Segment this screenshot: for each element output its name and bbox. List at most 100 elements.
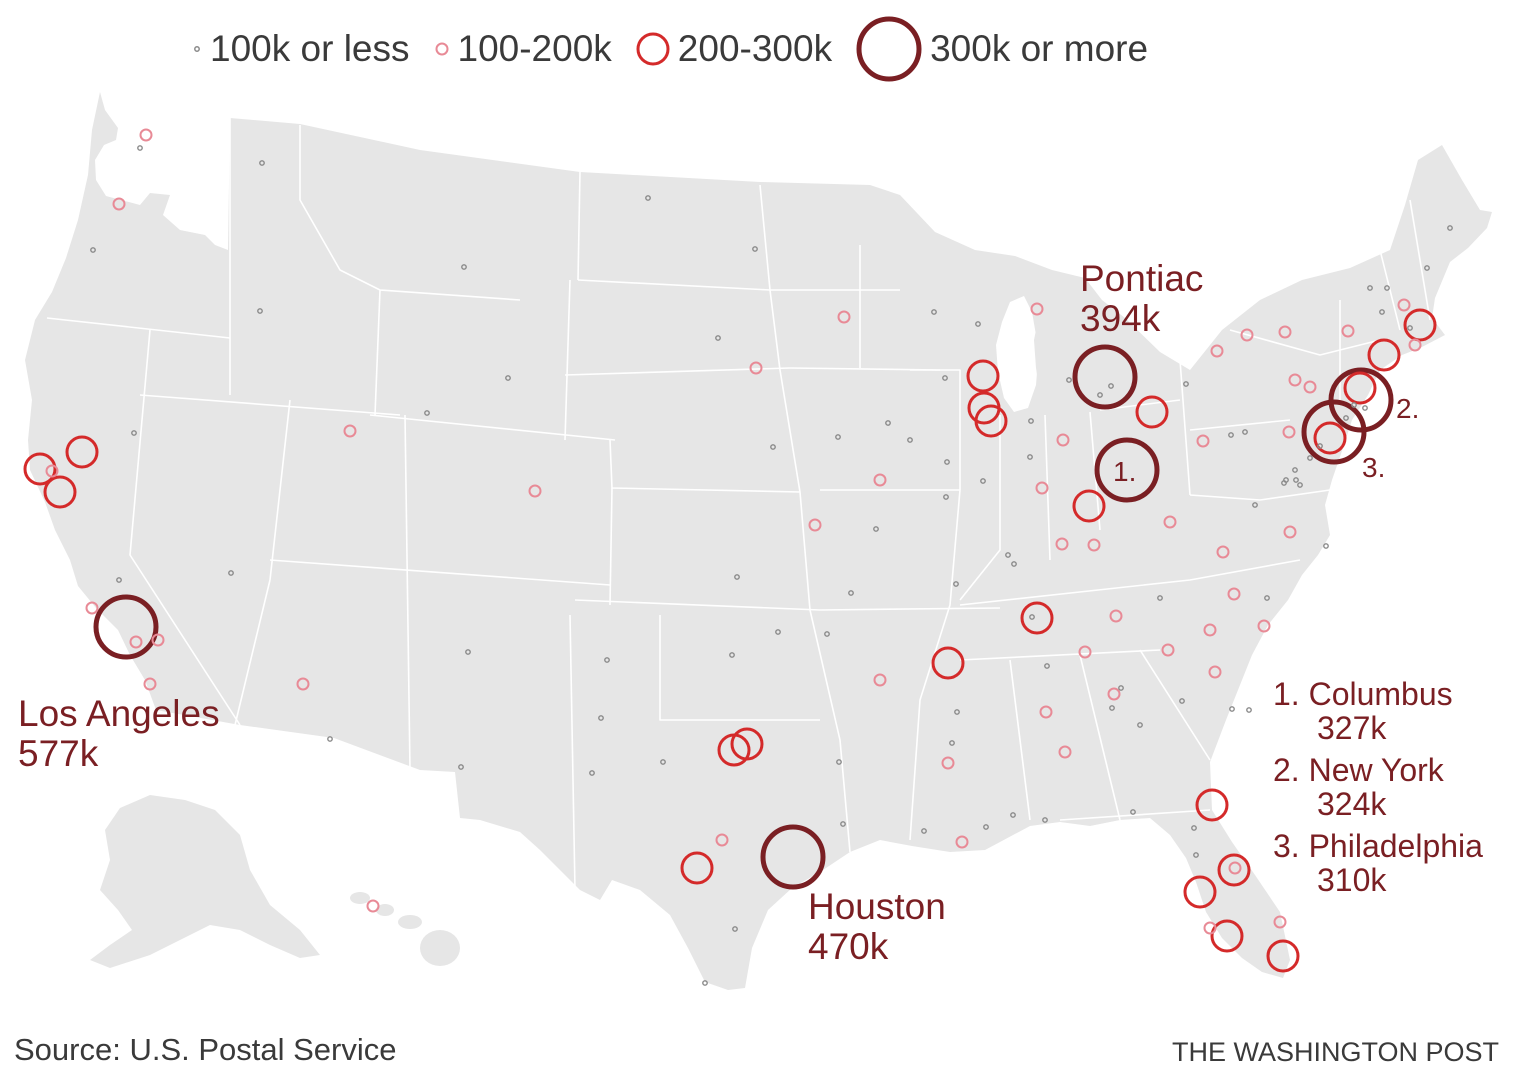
facility-marker-small [45,464,59,478]
los-angeles-name: Los Angeles [18,693,220,734]
facility-marker-small [1228,861,1242,875]
facility-marker-small [1341,324,1355,338]
facility-marker-tiny [770,444,776,450]
facility-markers [23,128,1453,986]
facility-marker-tiny [835,434,841,440]
facility-marker-tiny [1044,663,1050,669]
facility-marker-medium [1183,875,1217,909]
facility-marker-tiny [954,709,960,715]
facility-marker-tiny [907,437,913,443]
facility-marker-large [1072,344,1138,410]
facility-marker-medium [680,851,714,885]
legend-label-large: 300k or more [930,28,1149,69]
facility-marker-tiny [734,574,740,580]
facility-marker-tiny [1343,415,1349,421]
facility-marker-tiny [1157,595,1163,601]
facility-marker-small [1282,425,1296,439]
facility-marker-tiny [1367,285,1373,291]
facility-marker-medium [1217,853,1251,887]
facility-marker-small [1035,481,1049,495]
facility-marker-tiny [1379,309,1385,315]
ranking-city: 1. Columbus [1273,676,1453,712]
facility-marker-tiny [1042,817,1048,823]
facility-marker-tiny [505,375,511,381]
facility-marker-tiny [1029,614,1035,620]
facility-marker-small [1208,665,1222,679]
facility-marker-tiny [1137,722,1143,728]
rank-marker-1: 1. [1113,456,1137,487]
facility-marker-tiny [943,494,949,500]
facility-marker-tiny [259,160,265,166]
facility-marker-tiny [873,526,879,532]
facility-marker-tiny [1011,561,1017,567]
facility-marker-tiny [1066,377,1072,383]
facility-marker-tiny [1307,455,1313,461]
facility-marker-small [873,673,887,687]
los-angeles-label: Los Angeles 577k [18,694,220,774]
facility-marker-tiny [1283,477,1289,483]
facility-marker-medium [1195,788,1229,822]
facility-marker-tiny [702,980,708,986]
facility-marker-tiny [131,430,137,436]
pontiac-name: Pontiac [1080,258,1204,299]
hawaii-islands [350,892,460,966]
facility-marker-tiny [327,736,333,742]
facility-marker-tiny [1246,707,1252,713]
facility-marker-small [837,310,851,324]
facility-marker-tiny [1183,381,1189,387]
facility-marker-small [112,197,126,211]
facility-marker-tiny [1317,443,1323,449]
legend-label-medium: 200-300k [677,28,833,69]
facility-marker-tiny [752,246,758,252]
facility-marker-small [151,633,165,647]
facility-marker-tiny [598,715,604,721]
facility-marker-tiny [589,770,595,776]
state-borders [46,118,1431,891]
facility-marker-small [749,361,763,375]
facility-marker-small [1257,619,1271,633]
facility-marker-tiny [953,581,959,587]
contiguous-us-shape [25,92,1492,990]
facility-marker-tiny [604,657,610,663]
facility-marker-small [528,484,542,498]
facility-marker-tiny [228,570,234,576]
alaska-shape [90,795,320,968]
facility-marker-small [1240,328,1254,342]
legend-item-tiny: 100k or less [190,28,410,70]
facility-marker-tiny [116,577,122,583]
facility-marker-tiny [975,321,981,327]
facility-marker-tiny [1424,265,1430,271]
facility-marker-medium [23,452,57,486]
facility-marker-small [366,899,380,913]
facility-marker-medium [1403,308,1437,342]
facility-marker-small [296,677,310,691]
publisher-credit: THE WASHINGTON POST [1172,1037,1500,1067]
facility-marker-tiny [732,926,738,932]
facility-marker-small [808,518,822,532]
facility-marker-tiny [824,631,830,637]
facility-marker-small [85,601,99,615]
ranking-item: 2. New York 324k [1273,753,1483,821]
legend-label-small: 100-200k [457,28,612,69]
map-legend: 100k or less 100-200k 200-300k 300k or m… [190,14,1170,84]
facility-marker-tiny [465,649,471,655]
houston-label: Houston 470k [808,887,946,967]
facility-marker-tiny [1407,325,1413,331]
facility-marker-small [1203,623,1217,637]
facility-marker-tiny [983,824,989,830]
ranking-item: 3. Philadelphia 310k [1273,829,1483,897]
facility-marker-medium [1135,395,1169,429]
facility-marker-tiny [1193,852,1199,858]
facility-marker-tiny [1118,685,1124,691]
source-note: Source: U.S. Postal Service [14,1032,397,1067]
facility-marker-medium [43,475,77,509]
facility-marker-small [1107,687,1121,701]
facility-marker-tiny [1005,552,1011,558]
facility-marker-tiny [1097,392,1103,398]
facility-marker-small [1283,525,1297,539]
facility-marker-medium [974,404,1008,438]
houston-name: Houston [808,886,946,927]
facility-marker-tiny [1027,454,1033,460]
facility-marker-small [1227,587,1241,601]
legend-item-small: 100-200k [432,28,612,70]
